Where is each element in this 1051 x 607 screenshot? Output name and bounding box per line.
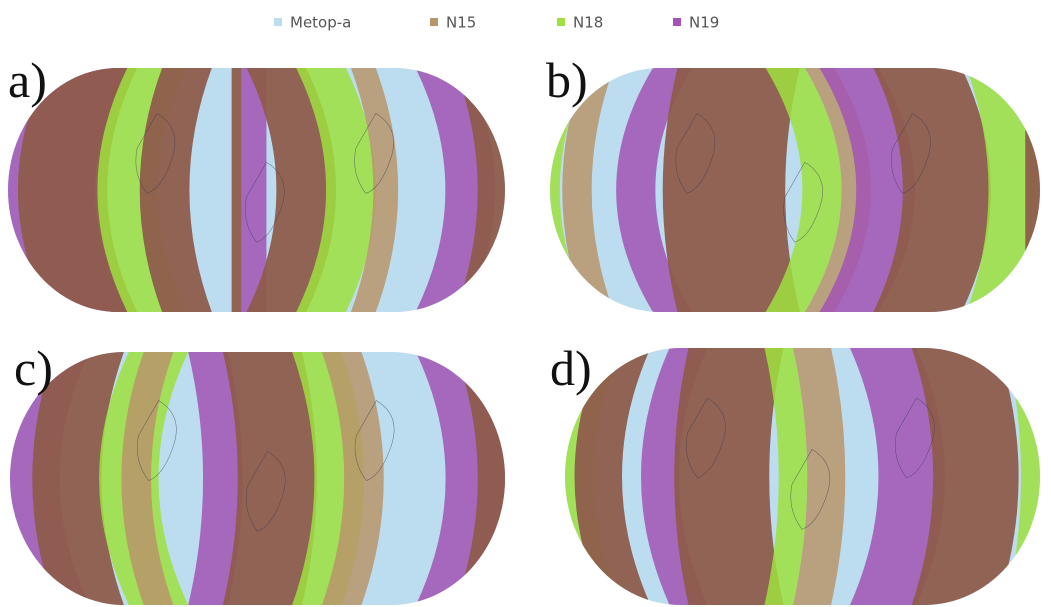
panel-label: d) xyxy=(550,340,592,396)
map-panel xyxy=(540,68,1040,312)
figure-canvas: Metop-a N15 N18 N19 a) b) c) d) xyxy=(0,0,1051,607)
maps xyxy=(0,68,1045,605)
map-panel xyxy=(556,348,1045,605)
legend-marker xyxy=(430,18,438,26)
panel-label: b) xyxy=(546,52,588,108)
swath xyxy=(232,68,242,312)
legend-label: N15 xyxy=(446,14,476,32)
legend-label: N19 xyxy=(689,14,719,32)
map-panel xyxy=(0,68,512,312)
swath xyxy=(1025,68,1040,312)
legend-marker xyxy=(274,18,282,26)
legend-label: Metop-a xyxy=(290,14,351,32)
figure: Metop-a N15 N18 N19 a) b) c) d) xyxy=(0,0,1051,607)
swath xyxy=(663,68,800,312)
panel-label: c) xyxy=(14,340,53,396)
panel-label: a) xyxy=(8,52,47,108)
legend-marker xyxy=(557,18,565,26)
legend-label: N18 xyxy=(573,14,603,32)
swath xyxy=(674,348,783,605)
legend: Metop-a N15 N18 N19 xyxy=(274,14,719,32)
legend-marker xyxy=(673,18,681,26)
map-panel xyxy=(0,352,515,605)
